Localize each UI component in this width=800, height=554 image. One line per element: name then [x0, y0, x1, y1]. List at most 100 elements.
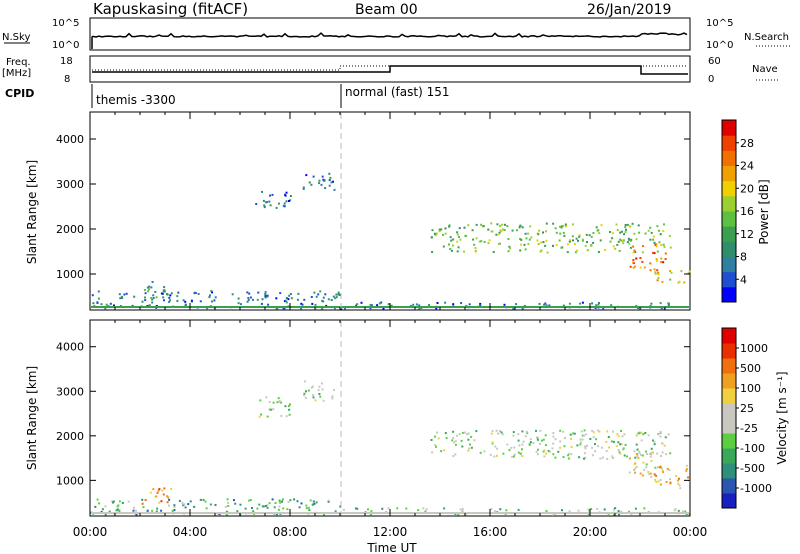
data-cell — [624, 224, 627, 226]
data-cell — [493, 510, 496, 513]
data-cell — [548, 304, 551, 307]
data-cell — [618, 249, 621, 252]
colorbar-tick-label: 4 — [740, 273, 747, 286]
colorbar-swatch — [722, 328, 736, 344]
data-cell — [318, 182, 321, 185]
data-cell — [575, 237, 578, 240]
data-cell — [577, 509, 580, 512]
data-cell — [288, 408, 291, 411]
data-cell — [592, 436, 595, 438]
data-cell — [304, 380, 307, 383]
data-cell — [578, 456, 581, 459]
data-cell — [669, 452, 672, 455]
data-cell — [538, 229, 541, 232]
data-cell — [581, 239, 584, 242]
data-cell — [613, 508, 616, 511]
data-cell — [459, 508, 462, 511]
data-cell — [559, 440, 562, 443]
data-cell — [437, 437, 440, 440]
data-cell — [637, 224, 640, 227]
data-cell — [280, 401, 283, 404]
data-cell — [305, 504, 308, 507]
data-cell — [184, 303, 187, 306]
data-cell — [367, 508, 369, 511]
data-cell — [635, 257, 638, 260]
data-cell — [632, 261, 635, 264]
data-cell — [515, 303, 518, 306]
data-cell — [300, 502, 303, 505]
data-cell — [141, 498, 144, 501]
data-cell — [583, 452, 586, 455]
data-cell — [512, 431, 515, 434]
data-cell — [667, 302, 670, 305]
data-cell — [663, 245, 666, 248]
data-cell — [659, 466, 661, 469]
data-cell — [178, 499, 181, 502]
data-cell — [524, 435, 527, 438]
data-cell — [252, 298, 254, 301]
data-cell — [586, 444, 589, 447]
data-cell — [610, 304, 613, 307]
data-cell — [268, 502, 271, 505]
cpid-mode-2: normal (fast) 151 — [345, 85, 449, 99]
data-cell — [111, 500, 114, 503]
data-cell — [335, 296, 338, 299]
data-cell — [562, 456, 565, 458]
colorbar-swatch — [722, 448, 736, 464]
data-cell — [620, 430, 622, 432]
data-cell — [311, 302, 314, 305]
data-cell — [656, 269, 659, 272]
data-cell — [664, 252, 667, 255]
data-cell — [116, 508, 119, 511]
data-cell — [154, 290, 157, 293]
data-cell — [647, 470, 650, 473]
data-cell — [97, 297, 100, 300]
data-cell — [579, 438, 582, 441]
colorbar-frame — [721, 327, 737, 509]
data-cell — [143, 289, 146, 291]
data-cell — [640, 431, 643, 434]
data-cell — [660, 257, 663, 260]
data-cell — [521, 307, 524, 310]
data-cell — [655, 245, 658, 248]
data-cell — [649, 269, 652, 272]
data-cell — [256, 298, 259, 301]
data-cell — [148, 304, 151, 307]
data-cell — [597, 429, 600, 432]
data-cell — [540, 249, 543, 252]
data-cell — [431, 451, 434, 454]
data-cell — [626, 455, 629, 458]
data-cell — [118, 293, 121, 296]
x-tick-label: 08:00 — [273, 525, 308, 539]
data-cell — [444, 232, 447, 235]
data-cell — [149, 491, 152, 494]
data-cell — [475, 237, 478, 240]
data-cell — [615, 223, 618, 226]
data-cell — [231, 293, 234, 296]
data-cell — [561, 509, 563, 512]
data-cell — [370, 510, 373, 513]
colorbar-tick-label: 1000 — [740, 342, 768, 355]
data-cell — [152, 294, 155, 297]
beam-label: Beam 00 — [355, 2, 418, 18]
data-cell — [285, 415, 288, 418]
data-cell — [570, 437, 572, 440]
data-cell — [536, 438, 539, 441]
data-cell — [581, 434, 584, 437]
data-cell — [619, 238, 622, 241]
data-cell — [300, 302, 303, 305]
colorbar-tick-label: 25 — [740, 402, 754, 415]
colorbar-tick-label: -1000 — [740, 482, 772, 495]
data-cell — [148, 288, 151, 291]
data-cell — [679, 487, 682, 490]
data-cell — [571, 235, 574, 238]
data-cell — [123, 293, 126, 296]
data-cell — [519, 249, 522, 252]
data-cell — [160, 509, 163, 512]
data-cell — [650, 460, 653, 462]
data-cell — [563, 445, 566, 448]
data-cell — [333, 388, 335, 391]
x-tick-label: 00:00 — [673, 525, 708, 539]
data-cell — [668, 234, 671, 237]
data-cell — [537, 453, 539, 456]
